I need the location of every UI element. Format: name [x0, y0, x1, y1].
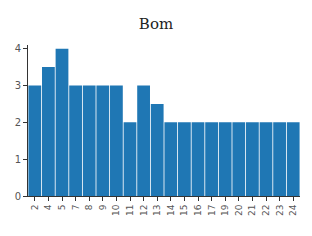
svg-text:4: 4: [15, 43, 21, 54]
svg-text:0: 0: [15, 191, 21, 202]
svg-text:23: 23: [275, 205, 285, 216]
svg-text:8: 8: [84, 204, 94, 210]
svg-text:2: 2: [30, 205, 40, 211]
svg-text:21: 21: [247, 205, 257, 216]
svg-text:3: 3: [15, 80, 21, 91]
svg-text:Bom: Bom: [139, 15, 173, 33]
svg-text:5: 5: [57, 205, 67, 211]
svg-text:7: 7: [71, 205, 81, 211]
svg-text:24: 24: [288, 204, 298, 216]
svg-text:12: 12: [139, 205, 149, 216]
svg-text:22: 22: [261, 205, 271, 216]
svg-text:13: 13: [152, 205, 162, 216]
svg-text:9: 9: [98, 204, 108, 210]
svg-text:2: 2: [15, 117, 21, 128]
svg-text:16: 16: [193, 204, 203, 216]
svg-text:10: 10: [111, 204, 121, 216]
svg-text:11: 11: [125, 205, 135, 216]
svg-text:17: 17: [207, 205, 217, 216]
svg-text:4: 4: [43, 204, 53, 210]
svg-text:15: 15: [179, 205, 189, 216]
svg-text:1: 1: [15, 154, 21, 165]
svg-text:19: 19: [220, 204, 230, 216]
svg-text:20: 20: [234, 204, 244, 216]
svg-text:14: 14: [166, 204, 176, 216]
